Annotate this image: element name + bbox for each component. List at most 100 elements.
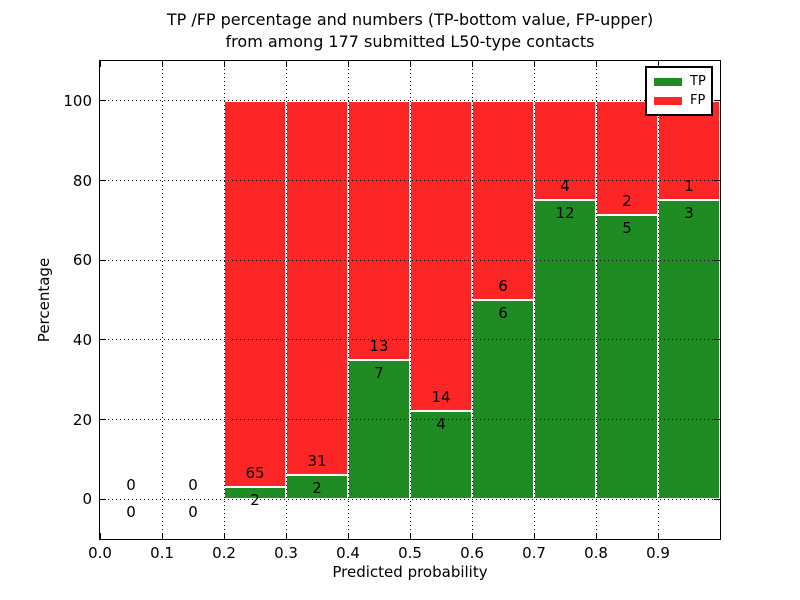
bar-segment-fp bbox=[534, 100, 596, 201]
bar-label-tp: 6 bbox=[498, 304, 508, 322]
y-tick-mark bbox=[100, 419, 106, 420]
bar-segment-tp bbox=[658, 200, 720, 500]
plot-area: 0 0 0 0 65 2 31 2 13 7 14 4 6 6 4 12 2 5 1 3 TP FP bbox=[99, 61, 720, 539]
bar-segment-fp bbox=[224, 100, 286, 488]
y-tick-label: 100 bbox=[63, 91, 92, 110]
bar-segment-fp bbox=[472, 100, 534, 300]
legend-swatch-fp bbox=[654, 96, 682, 105]
y-tick-mark bbox=[714, 419, 720, 420]
bar-segment-fp bbox=[596, 100, 658, 215]
x-tick-label: 0.8 bbox=[584, 544, 608, 562]
x-tick-mark bbox=[471, 61, 473, 67]
gridline-vertical bbox=[223, 61, 225, 539]
x-tick-mark bbox=[161, 533, 163, 539]
bar-label-fp: 6 bbox=[498, 277, 508, 295]
y-tick-mark bbox=[714, 180, 720, 181]
y-tick-mark bbox=[100, 498, 106, 500]
gridline-vertical bbox=[533, 61, 535, 539]
bar-segment-fp bbox=[410, 100, 472, 411]
y-tick-mark bbox=[714, 498, 720, 500]
bar-label-fp: 2 bbox=[622, 191, 632, 210]
y-tick-mark bbox=[100, 180, 106, 181]
bar-segment-tp bbox=[596, 214, 658, 500]
bar-label-fp: 0 bbox=[188, 476, 198, 495]
gridline-vertical bbox=[657, 61, 659, 539]
x-axis-label: Predicted probability bbox=[332, 563, 488, 581]
gridline-vertical bbox=[347, 61, 349, 539]
x-tick-mark bbox=[223, 61, 225, 67]
bar-label-fp: 0 bbox=[126, 476, 136, 495]
legend-label: FP bbox=[690, 93, 706, 108]
x-tick-label: 0.1 bbox=[150, 544, 174, 562]
x-tick-mark bbox=[533, 61, 535, 67]
gridline-vertical bbox=[285, 61, 287, 539]
x-tick-mark bbox=[99, 533, 101, 539]
x-tick-mark bbox=[285, 61, 287, 67]
y-tick-label: 80 bbox=[72, 171, 92, 190]
bar-segment-tp bbox=[286, 475, 348, 500]
bar-label-fp: 14 bbox=[431, 387, 451, 406]
x-tick-mark bbox=[657, 61, 659, 67]
bar-segment-tp bbox=[472, 300, 534, 500]
bar-label-fp: 65 bbox=[245, 464, 265, 483]
x-tick-mark bbox=[223, 533, 225, 539]
x-tick-label: 0.2 bbox=[212, 544, 236, 562]
gridline-vertical bbox=[409, 61, 411, 539]
x-tick-label: 0.4 bbox=[336, 544, 360, 562]
legend-item: TP bbox=[654, 72, 706, 91]
x-tick-label: 0.3 bbox=[274, 544, 298, 562]
bar-label-fp: 13 bbox=[369, 336, 389, 355]
bar-label-tp: 3 bbox=[684, 204, 694, 223]
legend-label: TP bbox=[690, 74, 706, 89]
x-tick-mark bbox=[285, 533, 287, 539]
y-tick-label: 40 bbox=[72, 330, 92, 349]
x-tick-mark bbox=[471, 533, 473, 539]
x-tick-label: 0.6 bbox=[460, 544, 484, 562]
y-tick-label: 60 bbox=[72, 251, 92, 270]
bar-label-tp: 2 bbox=[312, 479, 322, 498]
legend-item: FP bbox=[654, 91, 705, 110]
x-tick-mark bbox=[657, 533, 659, 539]
x-tick-mark bbox=[347, 533, 349, 539]
y-tick-mark bbox=[100, 259, 106, 261]
y-tick-label: 0 bbox=[82, 490, 92, 509]
x-tick-mark bbox=[533, 533, 535, 539]
bar-label-fp: 4 bbox=[560, 177, 570, 196]
y-tick-mark bbox=[714, 339, 720, 341]
x-tick-label: 0.9 bbox=[646, 544, 670, 562]
bar-label-tp: 0 bbox=[188, 503, 198, 522]
bar-segment-fp bbox=[658, 100, 720, 201]
legend-swatch-tp bbox=[654, 77, 682, 86]
legend: TP FP bbox=[645, 66, 713, 116]
gridline-vertical bbox=[161, 61, 163, 539]
y-tick-mark bbox=[714, 259, 720, 261]
x-tick-mark bbox=[409, 533, 411, 539]
bar-label-fp: 1 bbox=[684, 177, 694, 196]
bar-label-tp: 4 bbox=[436, 414, 446, 433]
bar-label-fp: 31 bbox=[307, 452, 327, 471]
y-tick-mark bbox=[714, 100, 720, 102]
x-tick-mark bbox=[409, 61, 411, 67]
x-tick-label: 0.0 bbox=[88, 544, 112, 562]
bar-label-tp: 7 bbox=[374, 363, 384, 382]
y-tick-label: 20 bbox=[72, 410, 92, 429]
gridline-vertical bbox=[471, 61, 473, 539]
chart-title-line1: TP /FP percentage and numbers (TP-bottom… bbox=[166, 10, 654, 29]
y-tick-mark bbox=[100, 339, 106, 341]
bar-label-tp: 2 bbox=[250, 491, 260, 510]
y-tick-mark bbox=[100, 100, 106, 102]
x-tick-mark bbox=[347, 61, 349, 67]
chart-title-line2: from among 177 submitted L50-type contac… bbox=[225, 32, 595, 51]
x-tick-mark bbox=[595, 533, 597, 539]
x-tick-mark bbox=[595, 61, 597, 67]
x-tick-mark bbox=[161, 61, 163, 67]
bar-segment-tp bbox=[534, 200, 596, 500]
y-axis-label: Percentage bbox=[35, 257, 53, 343]
bar-label-tp: 0 bbox=[126, 503, 136, 522]
bar-segment-fp bbox=[348, 100, 410, 360]
bar-label-tp: 12 bbox=[555, 204, 575, 223]
x-tick-label: 0.7 bbox=[522, 544, 546, 562]
x-tick-label: 0.5 bbox=[398, 544, 422, 562]
bar-label-tp: 5 bbox=[622, 218, 632, 237]
